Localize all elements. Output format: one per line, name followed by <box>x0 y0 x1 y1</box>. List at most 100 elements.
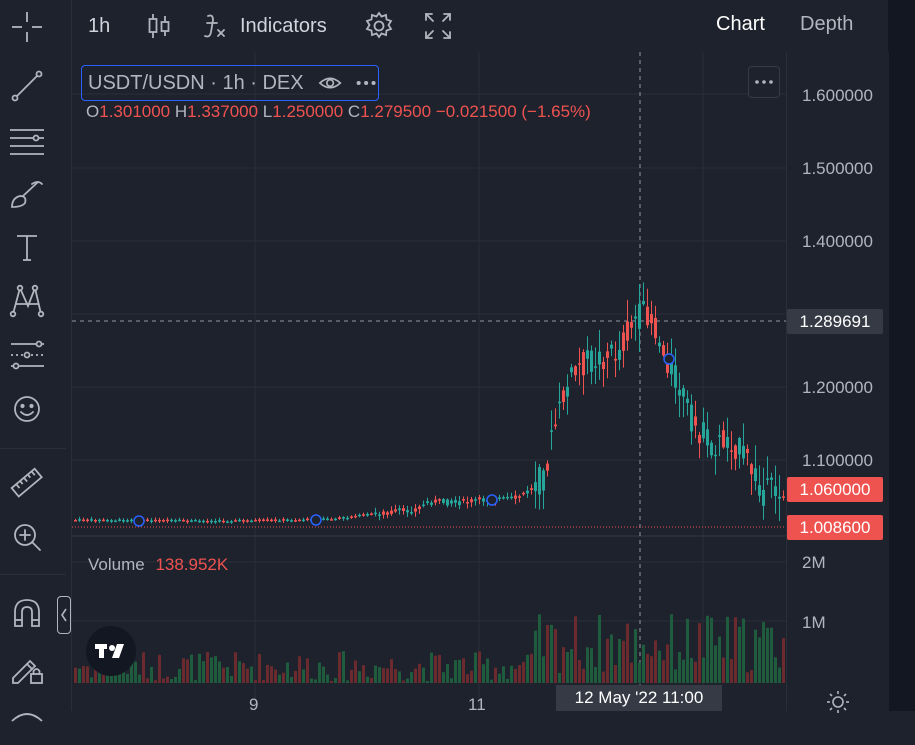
volume-bar <box>470 670 473 683</box>
settings-gear-icon[interactable] <box>363 10 395 42</box>
candlestick-chart[interactable] <box>72 52 786 711</box>
volume-bar <box>498 673 501 683</box>
volume-bar <box>302 669 305 683</box>
candle-body <box>718 435 721 437</box>
volume-bar <box>94 664 97 683</box>
more-icon[interactable] <box>354 73 378 93</box>
candle-body <box>110 520 113 522</box>
event-marker <box>663 353 675 365</box>
volume-bar <box>474 652 477 683</box>
volume-bar <box>778 667 781 683</box>
lock-drawings-icon[interactable] <box>8 648 46 686</box>
volume-bar <box>422 667 425 683</box>
magnet-icon[interactable] <box>8 594 46 632</box>
tab-depth[interactable]: Depth <box>800 10 853 38</box>
volume-bar <box>526 654 529 683</box>
volume-bar <box>418 663 421 683</box>
eye-icon[interactable] <box>8 702 46 740</box>
ruler-icon[interactable] <box>8 464 46 502</box>
zoom-in-icon[interactable] <box>8 518 46 556</box>
tradingview-logo[interactable] <box>86 626 136 676</box>
candle-body <box>282 519 285 521</box>
candle-body <box>406 510 409 513</box>
volume-bar <box>546 625 549 683</box>
candle-body <box>774 486 777 496</box>
volume-bar <box>214 656 217 683</box>
candle-body <box>758 485 761 496</box>
pane-more-button[interactable] <box>748 66 780 98</box>
volume-bar <box>338 652 341 683</box>
candle-body <box>438 499 441 501</box>
volume-bar <box>274 669 277 683</box>
eye-icon[interactable] <box>318 73 342 93</box>
time-label: 9 <box>249 695 259 714</box>
candle-body <box>294 520 297 522</box>
candle-body <box>98 519 101 522</box>
volume-bar <box>510 665 513 683</box>
candle-body <box>94 520 97 522</box>
candle-body <box>226 521 229 523</box>
volume-bar <box>630 662 633 683</box>
chart-grid <box>72 52 786 711</box>
volume-bar <box>382 668 385 683</box>
volume-bar <box>330 680 333 683</box>
candle-body <box>354 515 357 518</box>
collapse-toolbar-button[interactable] <box>57 596 71 634</box>
price-axis[interactable]: 1.600000 1.500000 1.400000 1.289691 1.20… <box>786 52 889 713</box>
fib-levels-icon[interactable] <box>8 121 46 159</box>
prediction-icon[interactable] <box>8 336 46 374</box>
indicators-icon[interactable] <box>199 10 231 42</box>
volume-bar <box>666 644 669 683</box>
volume-bar <box>542 656 545 683</box>
indicators-button[interactable]: Indicators <box>240 10 327 42</box>
emoji-icon[interactable] <box>8 390 46 428</box>
chart-pane[interactable] <box>72 52 786 711</box>
symbol-legend[interactable]: USDT/USDN · 1h · DEX <box>81 65 379 101</box>
text-icon[interactable] <box>8 228 46 266</box>
brightness-icon[interactable] <box>825 689 851 715</box>
candle-body <box>166 519 169 522</box>
candle-body <box>322 518 325 520</box>
volume-bar <box>290 677 293 683</box>
volume-bar <box>438 654 441 683</box>
candle-body <box>742 445 745 459</box>
volume-bar <box>182 658 185 683</box>
rail-divider <box>0 574 66 575</box>
brush-icon[interactable] <box>8 174 46 212</box>
volume-bar <box>162 678 165 683</box>
candle-body <box>186 520 189 523</box>
candle-body <box>554 424 557 427</box>
crosshair-icon[interactable] <box>8 8 46 46</box>
candle-body <box>642 301 645 305</box>
candle-body <box>246 520 249 522</box>
volume-bar <box>506 678 509 683</box>
volume-bar <box>534 630 537 683</box>
high-value: 1.337000 <box>187 102 259 121</box>
candle-body <box>594 366 597 368</box>
tab-chart[interactable]: Chart <box>716 10 765 38</box>
volume-bar <box>758 637 761 683</box>
volume-bar <box>250 666 253 683</box>
candle-body <box>606 351 609 358</box>
candle-body <box>706 429 709 446</box>
candle-body <box>346 517 349 520</box>
candle-body <box>478 497 481 500</box>
tab-depth-label: Depth <box>800 12 854 35</box>
trend-line-icon[interactable] <box>8 67 46 105</box>
fullscreen-icon[interactable] <box>422 10 454 42</box>
interval-button[interactable]: 1h <box>88 10 110 42</box>
candle-body <box>202 520 205 523</box>
volume-bar <box>234 652 237 683</box>
candle-body <box>390 510 393 514</box>
pattern-icon[interactable] <box>8 282 46 320</box>
volume-bar <box>86 666 89 683</box>
candle-body <box>722 430 725 448</box>
candle-body <box>522 492 525 495</box>
candle-body <box>622 332 625 351</box>
volume-bar <box>434 655 437 683</box>
candle-body <box>698 434 701 444</box>
candle-body <box>422 504 425 507</box>
candles-icon[interactable] <box>143 10 175 42</box>
volume-bar <box>558 672 561 683</box>
volume-bar <box>362 665 365 683</box>
